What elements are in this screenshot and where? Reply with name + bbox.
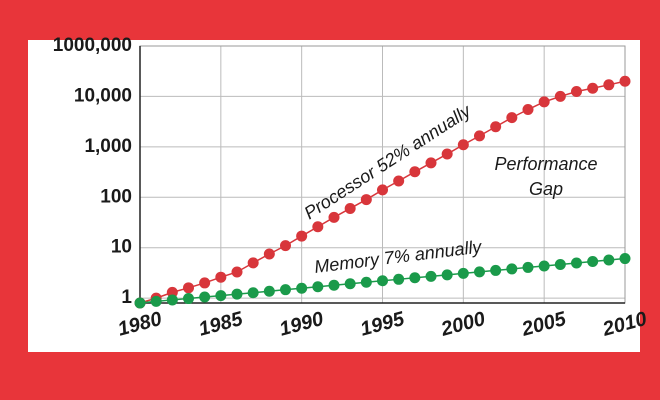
data-point <box>199 291 211 303</box>
data-point <box>312 221 324 233</box>
data-point <box>571 86 582 98</box>
y-tick-label: 1,000 <box>84 136 132 157</box>
data-point <box>247 287 259 299</box>
data-point <box>344 202 356 214</box>
data-point <box>571 257 582 269</box>
data-point <box>377 184 388 196</box>
data-point <box>506 263 518 275</box>
data-point <box>231 266 243 278</box>
data-point <box>522 104 534 116</box>
data-point <box>183 293 194 305</box>
data-point <box>587 82 599 94</box>
data-point <box>280 284 291 296</box>
data-point <box>377 275 388 287</box>
data-point <box>538 96 550 108</box>
data-point <box>619 253 631 265</box>
data-point <box>263 285 275 297</box>
data-point <box>280 240 291 252</box>
data-point <box>474 266 485 278</box>
data-point <box>166 286 178 298</box>
data-point <box>425 157 437 169</box>
annotation: Performance <box>494 154 597 174</box>
data-point <box>183 282 194 294</box>
panel <box>28 40 640 352</box>
data-point <box>490 121 502 133</box>
y-tick-label: 1000,000 <box>53 35 132 56</box>
data-point <box>215 271 227 283</box>
data-point <box>603 254 615 266</box>
data-point <box>134 297 146 309</box>
data-point <box>490 264 502 276</box>
data-point <box>328 211 340 223</box>
data-point <box>554 90 566 102</box>
data-point <box>538 260 550 272</box>
data-point <box>393 175 405 187</box>
data-point <box>554 259 566 271</box>
data-point <box>409 272 421 284</box>
data-point <box>312 281 324 293</box>
data-point <box>474 130 485 142</box>
data-point <box>344 278 356 290</box>
data-point <box>360 194 372 206</box>
data-point <box>247 257 259 269</box>
y-tick-label: 1 <box>121 287 132 308</box>
data-point <box>296 230 308 242</box>
data-point <box>150 295 162 307</box>
annotation: Gap <box>529 179 563 199</box>
y-tick-label: 10 <box>111 237 132 258</box>
data-point <box>328 279 340 291</box>
data-point <box>393 273 405 285</box>
data-point <box>587 256 599 268</box>
data-point <box>166 294 178 306</box>
data-point <box>522 261 534 273</box>
data-point <box>360 276 372 288</box>
data-point <box>215 290 227 302</box>
data-point <box>263 248 275 260</box>
y-tick-label: 100 <box>100 186 132 207</box>
data-point <box>231 288 243 300</box>
data-point <box>425 270 437 282</box>
y-tick-label: 10,000 <box>74 85 132 106</box>
data-point <box>457 267 469 279</box>
data-point <box>506 112 518 124</box>
data-point <box>199 277 211 289</box>
data-point <box>619 75 631 87</box>
data-point <box>296 282 308 294</box>
data-point <box>409 166 421 178</box>
data-point <box>457 139 469 151</box>
data-point <box>441 148 453 160</box>
data-point <box>441 269 453 281</box>
data-point <box>603 79 615 91</box>
